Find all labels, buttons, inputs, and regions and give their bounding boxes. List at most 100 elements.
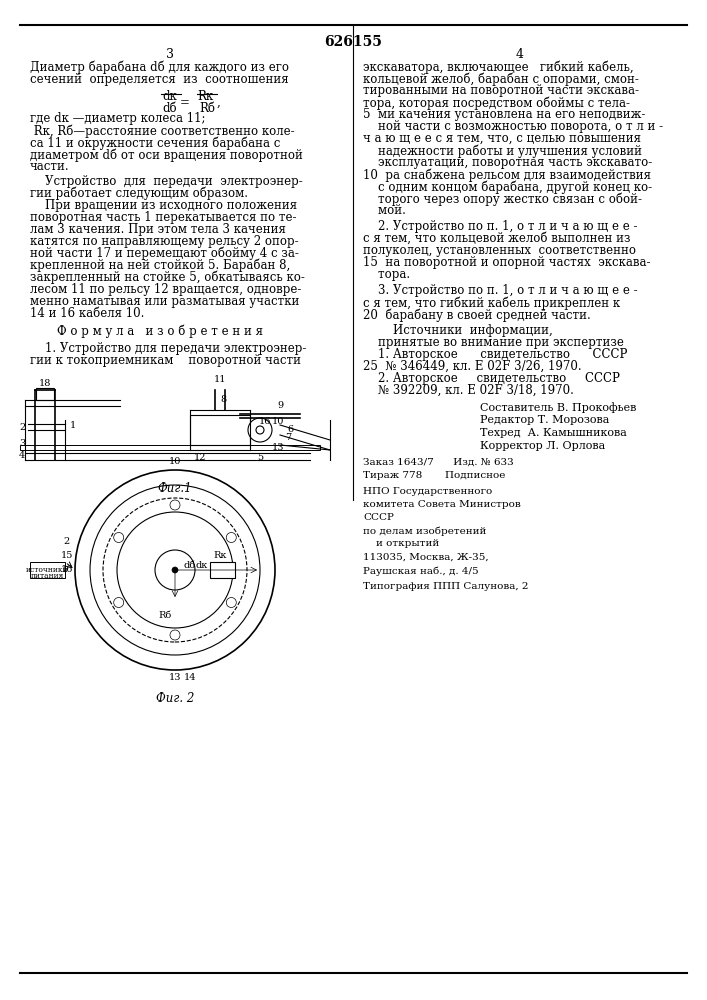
Text: 113035, Москва, Ж-35,: 113035, Москва, Ж-35, [363,553,489,562]
Text: 3: 3 [166,48,174,61]
Text: части.: части. [30,160,69,173]
Text: 3. Устройство по п. 1, о т л и ч а ю щ е е -: 3. Устройство по п. 1, о т л и ч а ю щ е… [363,284,638,297]
Text: катятся по направляющему рельсу 2 опор-: катятся по направляющему рельсу 2 опор- [30,235,298,248]
Text: сечений  определяется  из  соотношения: сечений определяется из соотношения [30,73,288,86]
Text: 6: 6 [287,426,293,434]
Text: по делам изобретений: по делам изобретений [363,526,486,536]
Text: Заказ 1643/7      Изд. № 633: Заказ 1643/7 Изд. № 633 [363,458,514,467]
Text: Корректор Л. Орлова: Корректор Л. Орлова [480,441,605,451]
Text: 8: 8 [220,395,226,404]
Circle shape [114,532,124,542]
Text: экскаватора, включающее   гибкий кабель,: экскаватора, включающее гибкий кабель, [363,60,633,74]
Text: 18: 18 [39,378,51,387]
Text: ,: , [216,96,220,109]
Text: Техред  А. Камышникова: Техред А. Камышникова [480,428,627,438]
Text: 25  № 346449, кл. E 02F 3/26, 1970.: 25 № 346449, кл. E 02F 3/26, 1970. [363,360,582,373]
Text: тированными на поворотной части экскава-: тированными на поворотной части экскава- [363,84,639,97]
Circle shape [170,500,180,510]
Bar [190,415,250,445]
Text: гии работает следующим образом.: гии работает следующим образом. [30,187,248,200]
Text: Устройство  для  передачи  электроэнер-: Устройство для передачи электроэнер- [30,175,303,188]
Text: 15  на поворотной и опорной частях  экскава-: 15 на поворотной и опорной частях экскав… [363,256,650,269]
Text: комитета Совета Министров: комитета Совета Министров [363,500,521,509]
Text: dк: dк [195,560,207,570]
Text: СССР: СССР [363,513,394,522]
Text: эксплуатации, поворотная часть экскавато-: эксплуатации, поворотная часть экскавато… [363,156,653,169]
Circle shape [103,498,247,642]
Text: dб: dб [183,560,195,570]
Text: 20  барабану в своей средней части.: 20 барабану в своей средней части. [363,308,591,322]
Text: надежности работы и улучшения условий: надежности работы и улучшения условий [363,144,642,157]
Text: 2. Устройство по п. 1, о т л и ч а ю щ е е -: 2. Устройство по п. 1, о т л и ч а ю щ е… [363,220,638,233]
Text: с одним концом барабана, другой конец ко-: с одним концом барабана, другой конец ко… [363,180,652,194]
Circle shape [248,418,272,442]
Text: закрепленный на стойке 5, обкатываясь ко-: закрепленный на стойке 5, обкатываясь ко… [30,271,305,284]
Text: 16: 16 [259,418,271,426]
Text: 10: 10 [271,418,284,426]
Text: Составитель В. Прокофьев: Составитель В. Прокофьев [480,402,636,413]
Text: источники: источники [25,566,69,574]
Circle shape [226,532,236,542]
Text: са 11 и окружности сечения барабана с: са 11 и окружности сечения барабана с [30,136,281,149]
Text: 14: 14 [184,674,197,682]
Text: 12: 12 [194,454,206,462]
Text: № 392209, кл. E 02F 3/18, 1970.: № 392209, кл. E 02F 3/18, 1970. [363,384,574,397]
Text: Rк: Rк [214,550,227,560]
Circle shape [256,426,264,434]
Text: 2: 2 [19,424,25,432]
Text: Ф о р м у л а   и з о б р е т е н и я: Ф о р м у л а и з о б р е т е н и я [57,325,263,338]
Text: 5  ми качения установлена на его неподвиж-: 5 ми качения установлена на его неподвиж… [363,108,645,121]
Text: Диаметр барабана dб для каждого из его: Диаметр барабана dб для каждого из его [30,60,289,74]
Text: ной части 17 и перемещают обойму 4 с за-: ной части 17 и перемещают обойму 4 с за- [30,247,299,260]
Text: НПО Государственного: НПО Государственного [363,487,492,496]
Text: крепленной на ней стойкой 5. Барабан 8,: крепленной на ней стойкой 5. Барабан 8, [30,259,291,272]
Text: 5: 5 [257,454,263,462]
Text: Rб: Rб [199,102,215,115]
Circle shape [90,485,260,655]
Bar [30,562,65,578]
Text: лам 3 качения. При этом тела 3 качения: лам 3 качения. При этом тела 3 качения [30,223,286,236]
Text: 13: 13 [271,444,284,452]
Text: =: = [180,96,190,109]
Text: питания: питания [30,572,64,580]
Text: dк: dк [163,90,177,103]
Text: тора.: тора. [363,268,410,281]
Text: Rк, Rб—расстояние соответственно коле-: Rк, Rб—расстояние соответственно коле- [30,124,295,137]
Text: 16: 16 [61,566,74,574]
Text: 1: 1 [70,420,76,430]
Text: 10: 10 [169,458,181,466]
Text: 11: 11 [214,375,226,384]
Text: Типография ППП Салунова, 2: Типография ППП Салунова, 2 [363,582,529,591]
Circle shape [170,630,180,640]
Text: Rб: Rб [158,610,172,619]
Text: лесом 11 по рельсу 12 вращается, одновре-: лесом 11 по рельсу 12 вращается, одновре… [30,283,301,296]
Text: Тираж 778       Подписное: Тираж 778 Подписное [363,471,506,480]
Text: Источники  информации,: Источники информации, [363,324,553,337]
Text: тора, которая посредством обоймы с тела-: тора, которая посредством обоймы с тела- [363,96,630,109]
Text: dб: dб [163,102,177,115]
Text: ной части с возможностью поворота, о т л и -: ной части с возможностью поворота, о т л… [363,120,663,133]
Text: 1. Устройство для передачи электроэнер-: 1. Устройство для передачи электроэнер- [30,342,306,355]
Polygon shape [20,445,320,450]
Bar [36,388,54,400]
Text: 2: 2 [64,538,70,546]
Bar [210,562,235,578]
Text: 1. Авторское      свидетельство      СССР: 1. Авторское свидетельство СССР [363,348,627,361]
Text: Редактор Т. Морозова: Редактор Т. Морозова [480,415,609,425]
Circle shape [155,550,195,590]
Text: Rк: Rк [197,90,213,103]
Text: 14 и 16 кабеля 10.: 14 и 16 кабеля 10. [30,307,144,320]
Circle shape [117,512,233,628]
Text: с я тем, что гибкий кабель прикреплен к: с я тем, что гибкий кабель прикреплен к [363,296,620,310]
Text: и открытий: и открытий [363,539,439,548]
Circle shape [114,597,124,607]
Circle shape [172,567,178,573]
Text: полуколец, установленных  соответственно: полуколец, установленных соответственно [363,244,636,257]
Circle shape [75,470,275,670]
Text: 10  ра снабжена рельсом для взаимодействия: 10 ра снабжена рельсом для взаимодействи… [363,168,651,182]
Circle shape [226,597,236,607]
Text: 7: 7 [285,434,291,442]
Text: с я тем, что кольцевой желоб выполнен из: с я тем, что кольцевой желоб выполнен из [363,232,631,245]
Text: менно наматывая или разматывая участки: менно наматывая или разматывая участки [30,295,299,308]
Text: 13: 13 [169,674,181,682]
